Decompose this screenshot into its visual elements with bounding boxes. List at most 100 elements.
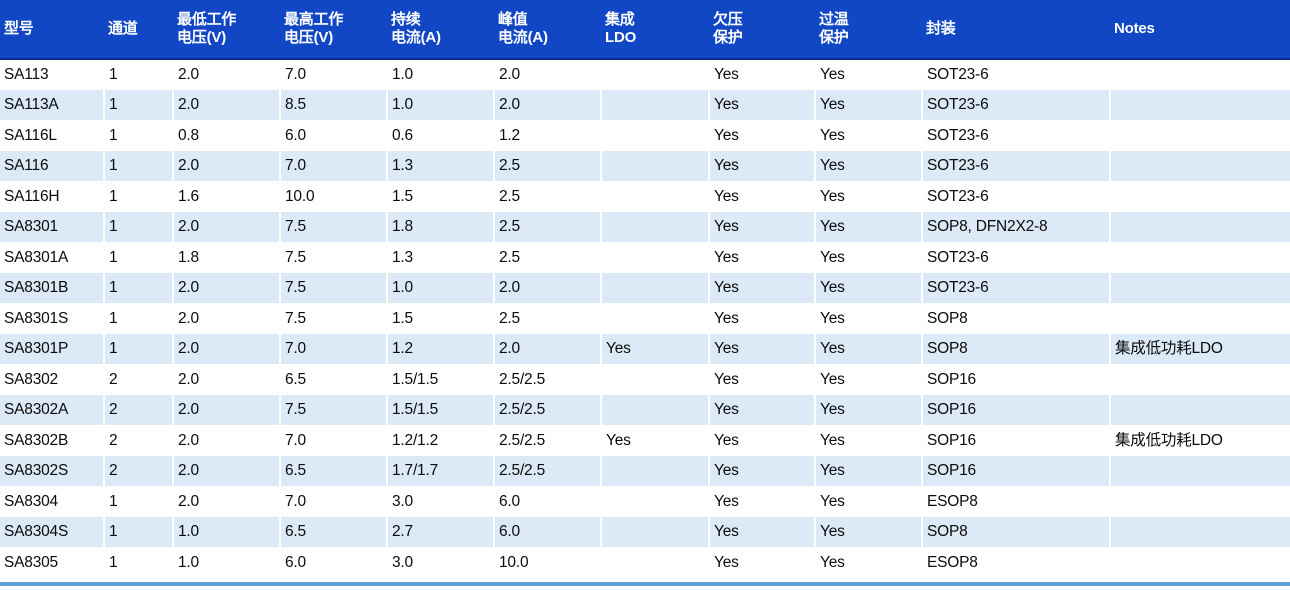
cell-model: SA8301S [0,303,104,334]
cell-vmin: 2.0 [172,486,280,517]
cell-ipeak: 2.5 [493,242,601,273]
cell-ldo [600,89,709,120]
cell-otp: Yes [814,333,922,364]
cell-ldo [600,272,709,303]
cell-channels: 1 [103,89,173,120]
cell-notes [1109,394,1290,425]
column-header-vmax: 最高工作 电压(V) [280,0,387,60]
cell-package: ESOP8 [921,547,1110,578]
cell-model: SA8301B [0,272,104,303]
cell-package: SOP8 [921,303,1110,334]
cell-ipeak: 2.5 [493,303,601,334]
cell-uvlo: Yes [708,120,815,151]
cell-notes [1109,181,1290,212]
cell-vmax: 6.5 [279,516,387,547]
cell-icont: 1.5 [386,303,494,334]
cell-model: SA8302S [0,455,104,486]
column-header-model: 型号 [0,0,104,60]
cell-uvlo: Yes [708,303,815,334]
cell-notes: 集成低功耗LDO [1109,333,1290,364]
cell-otp: Yes [814,211,922,242]
cell-package: SOP8, DFN2X2-8 [921,211,1110,242]
cell-vmax: 7.0 [279,59,387,90]
cell-ipeak: 6.0 [493,516,601,547]
column-header-icont: 持续 电流(A) [387,0,494,60]
column-header-package: 封装 [922,0,1110,60]
table-row: SA8302A 2 2.0 7.5 1.5/1.5 2.5/2.5 Yes Yes SOP16 [0,394,1290,425]
cell-vmax: 6.0 [279,120,387,151]
cell-uvlo: Yes [708,394,815,425]
cell-icont: 1.2 [386,333,494,364]
cell-channels: 1 [103,486,173,517]
cell-package: SOP16 [921,394,1110,425]
cell-channels: 1 [103,547,173,578]
cell-otp: Yes [814,272,922,303]
table-row: SA8304S 1 1.0 6.5 2.7 6.0 Yes Yes SOP8 [0,516,1290,547]
cell-ldo [600,364,709,395]
cell-channels: 1 [103,211,173,242]
cell-notes [1109,59,1290,90]
table-row: SA8301A 1 1.8 7.5 1.3 2.5 Yes Yes SOT23-6 [0,242,1290,273]
cell-vmax: 7.0 [279,333,387,364]
cell-otp: Yes [814,425,922,456]
cell-uvlo: Yes [708,455,815,486]
cell-uvlo: Yes [708,181,815,212]
cell-vmax: 7.5 [279,303,387,334]
cell-ldo [600,150,709,181]
cell-icont: 1.3 [386,150,494,181]
cell-model: SA8302A [0,394,104,425]
cell-channels: 1 [103,59,173,90]
cell-ipeak: 2.5 [493,211,601,242]
cell-notes [1109,150,1290,181]
cell-otp: Yes [814,455,922,486]
cell-channels: 1 [103,242,173,273]
cell-vmax: 7.0 [279,150,387,181]
cell-notes [1109,364,1290,395]
cell-model: SA113A [0,89,104,120]
cell-ldo [600,486,709,517]
cell-uvlo: Yes [708,333,815,364]
cell-icont: 1.5/1.5 [386,394,494,425]
cell-model: SA8301A [0,242,104,273]
cell-model: SA8301 [0,211,104,242]
cell-vmin: 2.0 [172,333,280,364]
cell-notes [1109,272,1290,303]
cell-package: SOT23-6 [921,120,1110,151]
cell-otp: Yes [814,486,922,517]
cell-ldo [600,120,709,151]
cell-vmax: 6.0 [279,547,387,578]
column-header-ldo: 集成 LDO [601,0,709,60]
cell-icont: 2.7 [386,516,494,547]
cell-package: SOP16 [921,455,1110,486]
cell-vmin: 0.8 [172,120,280,151]
cell-package: SOP16 [921,364,1110,395]
cell-package: SOP8 [921,333,1110,364]
cell-uvlo: Yes [708,272,815,303]
cell-otp: Yes [814,59,922,90]
cell-vmin: 1.0 [172,547,280,578]
cell-package: SOT23-6 [921,150,1110,181]
cell-ldo [600,455,709,486]
cell-otp: Yes [814,394,922,425]
cell-model: SA8302 [0,364,104,395]
header-row: 型号 通道 最低工作 电压(V) 最高工作 电压(V) 持续 电流(A) 峰值 电流(A) 集成 LD… [0,0,1290,60]
cell-ipeak: 2.0 [493,272,601,303]
cell-icont: 1.0 [386,272,494,303]
cell-ldo: Yes [600,333,709,364]
cell-uvlo: Yes [708,89,815,120]
cell-model: SA8302B [0,425,104,456]
cell-otp: Yes [814,181,922,212]
cell-notes [1109,120,1290,151]
cell-ipeak: 1.2 [493,120,601,151]
cell-package: SOP8 [921,516,1110,547]
cell-package: SOT23-6 [921,89,1110,120]
cell-vmax: 7.5 [279,242,387,273]
cell-model: SA8305 [0,547,104,578]
table-row: SA8301S 1 2.0 7.5 1.5 2.5 Yes Yes SOP8 [0,303,1290,334]
cell-icont: 1.3 [386,242,494,273]
cell-vmax: 7.0 [279,486,387,517]
cell-vmin: 2.0 [172,89,280,120]
cell-ipeak: 2.0 [493,89,601,120]
cell-otp: Yes [814,89,922,120]
table-row: SA8304 1 2.0 7.0 3.0 6.0 Yes Yes ESOP8 [0,486,1290,517]
